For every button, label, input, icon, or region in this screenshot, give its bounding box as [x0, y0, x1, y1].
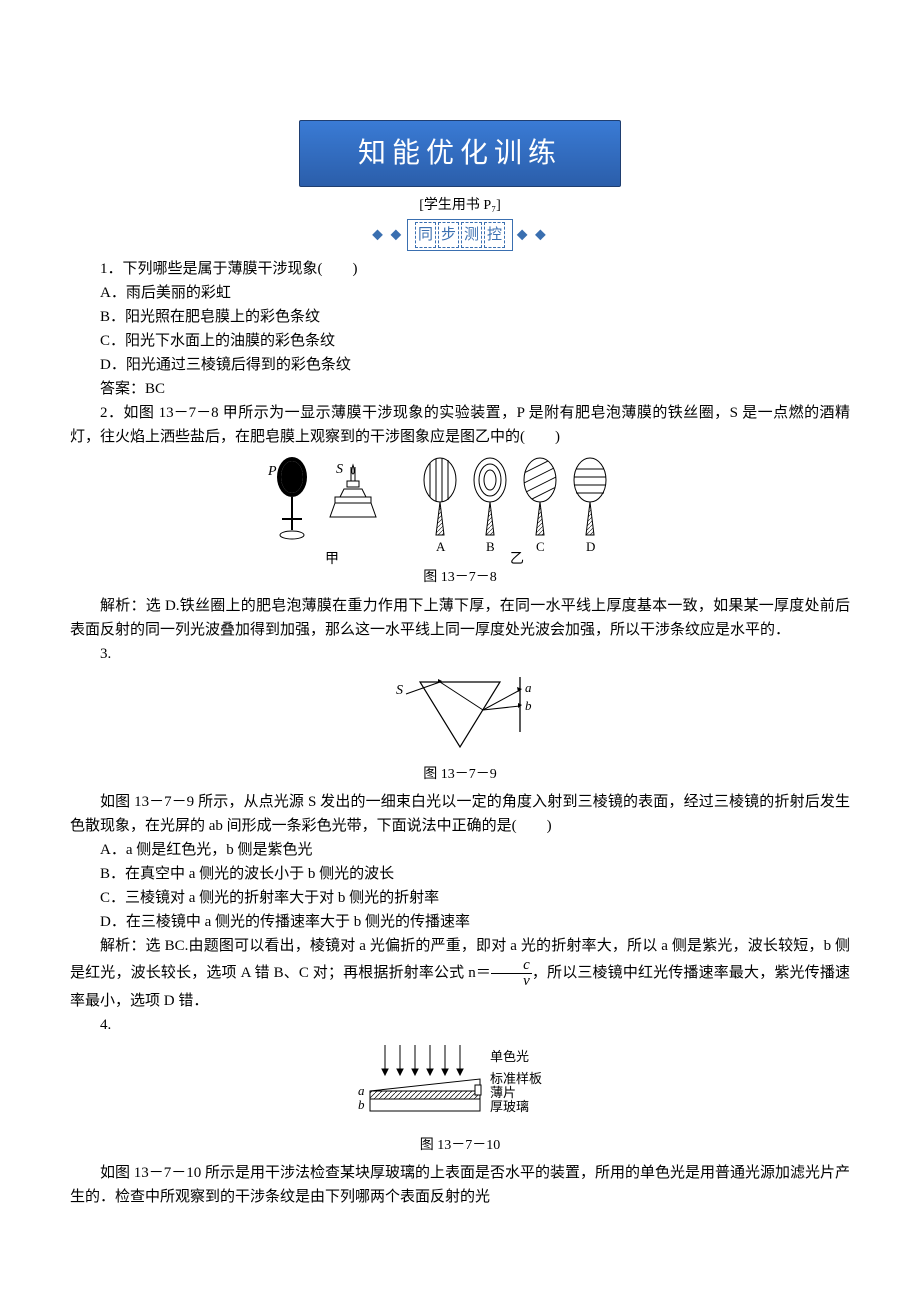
- frac-den: v: [491, 974, 532, 989]
- q3-optC: C．三棱镜对 a 侧光的折射率大于对 b 侧光的折射率: [70, 886, 850, 910]
- label-P: P: [267, 464, 277, 479]
- diamond-left-icon: ◆ ◆: [372, 228, 403, 243]
- label-t2: 标准样板: [490, 1071, 542, 1086]
- label-t4: 厚玻璃: [490, 1099, 529, 1114]
- label-b3: b: [525, 698, 532, 713]
- label-a3: a: [525, 680, 532, 695]
- q3-stem: 如图 13－7－9 所示，从点光源 S 发出的一细束白光以一定的角度入射到三棱镜…: [70, 790, 850, 838]
- subhead-char: 测: [461, 222, 482, 248]
- q1-optA: A．雨后美丽的彩虹: [70, 281, 850, 305]
- figcap-13-7-10: 图 13－7－10: [70, 1135, 850, 1157]
- figcap-13-7-9: 图 13－7－9: [70, 764, 850, 786]
- fig-13-7-9: S a b: [70, 672, 850, 762]
- subhead-char: 同: [415, 222, 436, 248]
- label-t3: 薄片: [490, 1085, 516, 1100]
- q3-optD: D．在三棱镜中 a 侧光的传播速率大于 b 侧光的传播速率: [70, 910, 850, 934]
- q1-optB: B．阳光照在肥皂膜上的彩色条纹: [70, 305, 850, 329]
- label-t1: 单色光: [490, 1049, 529, 1064]
- q3-explain: 解析：选 BC.由题图可以看出，棱镜对 a 光偏折的严重，即对 a 光的折射率大…: [70, 934, 850, 1013]
- page: 知能优化训练 [学生用书 P₇] ◆ ◆ 同步测控 ◆ ◆ 1．下列哪些是属于薄…: [0, 0, 920, 1249]
- q1-optC: C．阳光下水面上的油膜的彩色条纹: [70, 329, 850, 353]
- label-A: A: [436, 539, 446, 554]
- q2-explain: 解析：选 D.铁丝圈上的肥皂泡薄膜在重力作用下上薄下厚，在同一水平线上厚度基本一…: [70, 594, 850, 642]
- q3-optB: B．在真空中 a 侧光的波长小于 b 侧光的波长: [70, 862, 850, 886]
- q1-stem: 1．下列哪些是属于薄膜干涉现象( ): [70, 257, 850, 281]
- subhead-char: 控: [484, 222, 505, 248]
- fig-13-7-8-svg: P S A: [250, 455, 670, 565]
- fig-13-7-9-svg: S a b: [370, 672, 550, 762]
- fraction-c-over-v: cv: [491, 958, 532, 989]
- diamond-right-icon: ◆ ◆: [517, 228, 548, 243]
- page-ref: [学生用书 P₇]: [70, 195, 850, 217]
- q1-optD: D．阳光通过三棱镜后得到的彩色条纹: [70, 353, 850, 377]
- label-S: S: [336, 462, 343, 477]
- label-C: C: [536, 539, 545, 554]
- subhead-box: 同步测控: [407, 219, 513, 251]
- subhead-char: 步: [438, 222, 459, 248]
- banner-title: 知能优化训练: [299, 120, 621, 187]
- label-b4: b: [358, 1097, 365, 1112]
- fig-13-7-8: P S A: [70, 455, 850, 565]
- label-B: B: [486, 539, 495, 554]
- figcap-13-7-8: 图 13－7－8: [70, 567, 850, 589]
- fig-13-7-10: a b 单色光 标准样板 薄片 厚玻璃: [70, 1043, 850, 1133]
- q4-stem: 如图 13－7－10 所示是用干涉法检查某块厚玻璃的上表面是否水平的装置，所用的…: [70, 1161, 850, 1209]
- label-D: D: [586, 539, 595, 554]
- subheading: ◆ ◆ 同步测控 ◆ ◆: [70, 219, 850, 251]
- fig-13-7-10-svg: a b 单色光 标准样板 薄片 厚玻璃: [330, 1043, 590, 1133]
- label-yi: 乙: [510, 551, 524, 565]
- q3-num: 3.: [70, 642, 850, 666]
- q3-optA: A．a 侧是红色光，b 侧是紫色光: [70, 838, 850, 862]
- q1-answer: 答案：BC: [70, 377, 850, 401]
- label-a4: a: [358, 1083, 365, 1098]
- label-S3: S: [396, 683, 403, 698]
- label-jia: 甲: [325, 552, 339, 565]
- q4-num: 4.: [70, 1013, 850, 1037]
- frac-num: c: [491, 958, 532, 974]
- q2-stem: 2．如图 13－7－8 甲所示为一显示薄膜干涉现象的实验装置，P 是附有肥皂泡薄…: [70, 401, 850, 449]
